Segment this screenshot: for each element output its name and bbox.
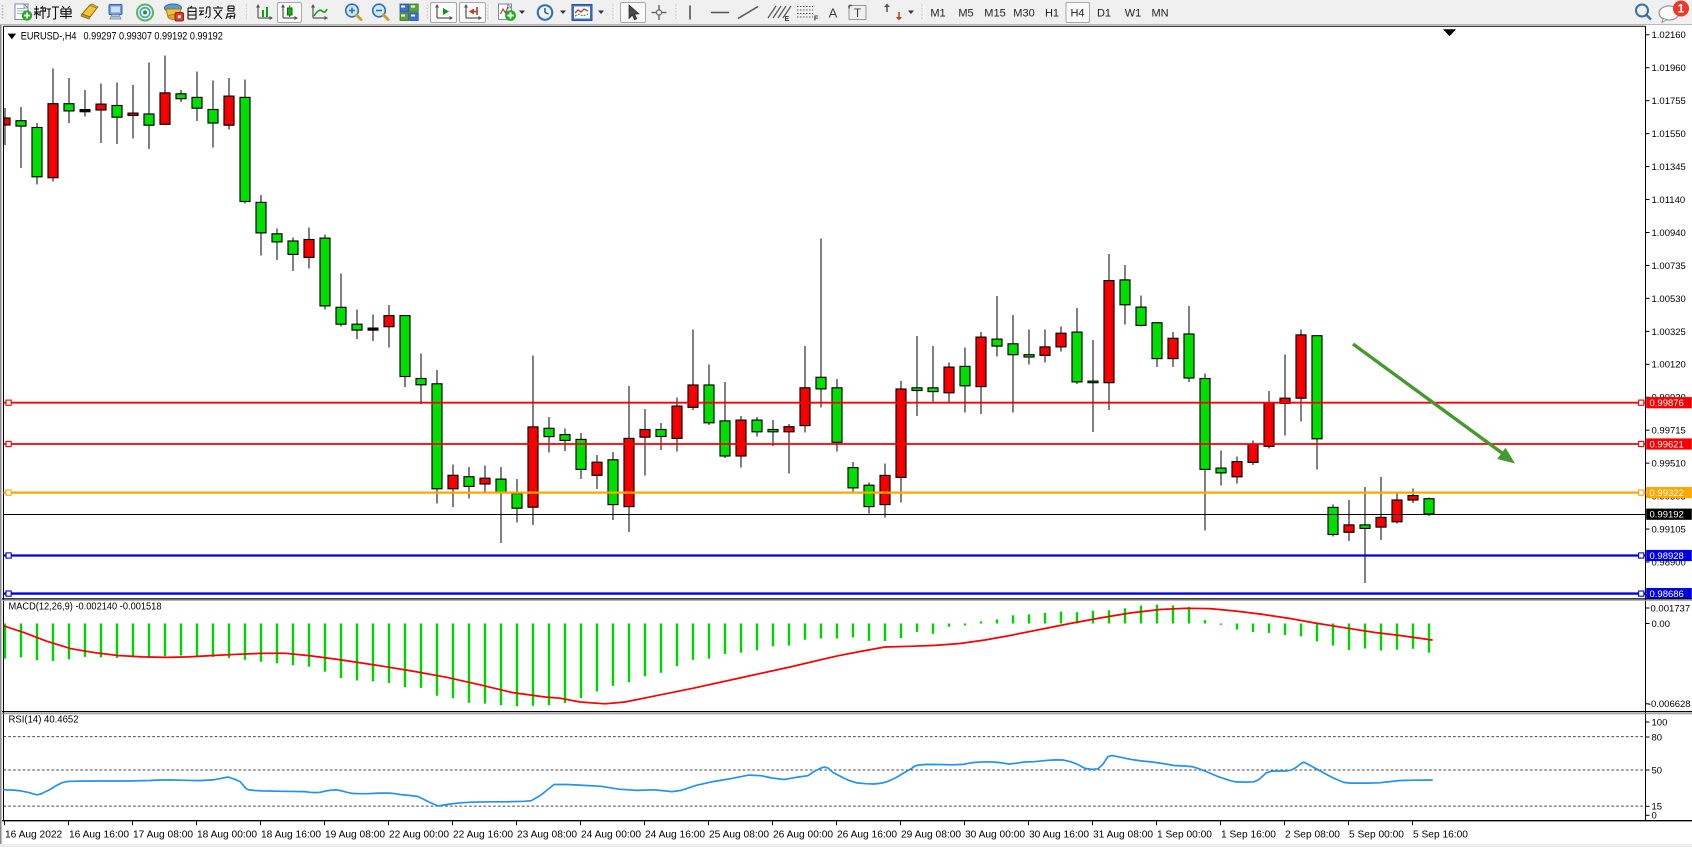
svg-text:26 Aug 16:00: 26 Aug 16:00	[837, 829, 897, 840]
svg-text:0.98686: 0.98686	[1650, 589, 1684, 600]
svg-text:15: 15	[1652, 802, 1663, 813]
svg-text:5 Sep 16:00: 5 Sep 16:00	[1413, 829, 1468, 840]
svg-text:1.00120: 1.00120	[1652, 360, 1686, 371]
svg-text:1.00735: 1.00735	[1652, 261, 1686, 272]
svg-text:EURUSD-,H4 0.99297 0.99307 0.: EURUSD-,H4 0.99297 0.99307 0.99192 0.991…	[21, 31, 223, 43]
svg-text:1.00530: 1.00530	[1652, 294, 1686, 305]
svg-text:26 Aug 00:00: 26 Aug 00:00	[773, 829, 833, 840]
svg-text:0.99510: 0.99510	[1652, 459, 1686, 470]
svg-text:1.01755: 1.01755	[1652, 96, 1686, 107]
svg-text:5 Sep 00:00: 5 Sep 00:00	[1349, 829, 1404, 840]
svg-text:0.99621: 0.99621	[1650, 439, 1684, 450]
svg-text:0: 0	[1652, 811, 1657, 822]
svg-text:31 Aug 08:00: 31 Aug 08:00	[1093, 829, 1153, 840]
svg-text:19 Aug 08:00: 19 Aug 08:00	[325, 829, 385, 840]
svg-text:0.98928: 0.98928	[1650, 551, 1684, 562]
svg-text:2 Sep 08:00: 2 Sep 08:00	[1285, 829, 1340, 840]
svg-text:17 Aug 08:00: 17 Aug 08:00	[133, 829, 193, 840]
svg-text:1.02160: 1.02160	[1652, 30, 1686, 41]
svg-text:1 Sep 00:00: 1 Sep 00:00	[1157, 829, 1212, 840]
svg-text:1.01140: 1.01140	[1652, 195, 1686, 206]
svg-text:25 Aug 08:00: 25 Aug 08:00	[709, 829, 769, 840]
svg-text:0.00: 0.00	[1652, 619, 1671, 630]
svg-text:1.00325: 1.00325	[1652, 327, 1686, 338]
svg-text:1 Sep 16:00: 1 Sep 16:00	[1221, 829, 1276, 840]
svg-text:16 Aug 2022: 16 Aug 2022	[5, 829, 63, 840]
svg-text:A: A	[829, 6, 838, 21]
svg-text:23 Aug 08:00: 23 Aug 08:00	[517, 829, 577, 840]
svg-text:M15: M15	[984, 8, 1005, 20]
svg-text:0.99715: 0.99715	[1652, 426, 1686, 437]
svg-text:80: 80	[1652, 732, 1663, 743]
svg-text:22 Aug 16:00: 22 Aug 16:00	[453, 829, 513, 840]
svg-text:1.01550: 1.01550	[1652, 129, 1686, 140]
svg-text:H1: H1	[1045, 8, 1059, 20]
svg-text:30 Aug 16:00: 30 Aug 16:00	[1029, 829, 1089, 840]
svg-text:30 Aug 00:00: 30 Aug 00:00	[965, 829, 1025, 840]
svg-text:1.00940: 1.00940	[1652, 228, 1686, 239]
svg-text:18 Aug 16:00: 18 Aug 16:00	[261, 829, 321, 840]
svg-text:16 Aug 16:00: 16 Aug 16:00	[69, 829, 129, 840]
svg-text:1.01960: 1.01960	[1652, 63, 1686, 74]
svg-text:100: 100	[1652, 717, 1668, 728]
svg-text:T: T	[854, 6, 862, 20]
svg-text:1.01345: 1.01345	[1652, 162, 1686, 173]
svg-text:0.99876: 0.99876	[1650, 398, 1684, 409]
svg-text:F: F	[814, 16, 819, 23]
svg-text:MACD(12,26,9) -0.002140 -0.001: MACD(12,26,9) -0.002140 -0.001518	[9, 602, 162, 613]
svg-text:M1: M1	[930, 8, 945, 20]
svg-text:0.99322: 0.99322	[1650, 488, 1684, 499]
svg-text:0.99192: 0.99192	[1650, 510, 1684, 521]
svg-text:M30: M30	[1013, 8, 1034, 20]
svg-text:1: 1	[1678, 2, 1685, 16]
svg-text:E: E	[785, 16, 790, 23]
svg-text:24 Aug 00:00: 24 Aug 00:00	[581, 829, 641, 840]
svg-text:0.98900: 0.98900	[1652, 557, 1686, 568]
svg-text:24 Aug 16:00: 24 Aug 16:00	[645, 829, 705, 840]
svg-text:M5: M5	[958, 8, 973, 20]
svg-text:H4: H4	[1070, 8, 1084, 20]
svg-text:RSI(14) 40.4652: RSI(14) 40.4652	[9, 715, 79, 726]
svg-text:W1: W1	[1125, 8, 1142, 20]
svg-text:22 Aug 00:00: 22 Aug 00:00	[389, 829, 449, 840]
svg-text:29 Aug 08:00: 29 Aug 08:00	[901, 829, 961, 840]
svg-text:-0.006628: -0.006628	[1648, 699, 1691, 710]
svg-text:0.001737: 0.001737	[1651, 603, 1691, 614]
svg-text:MN: MN	[1151, 8, 1168, 20]
svg-text:50: 50	[1652, 765, 1663, 776]
svg-text:0.99105: 0.99105	[1652, 524, 1686, 535]
svg-text:18 Aug 00:00: 18 Aug 00:00	[197, 829, 257, 840]
svg-text:D1: D1	[1097, 8, 1111, 20]
